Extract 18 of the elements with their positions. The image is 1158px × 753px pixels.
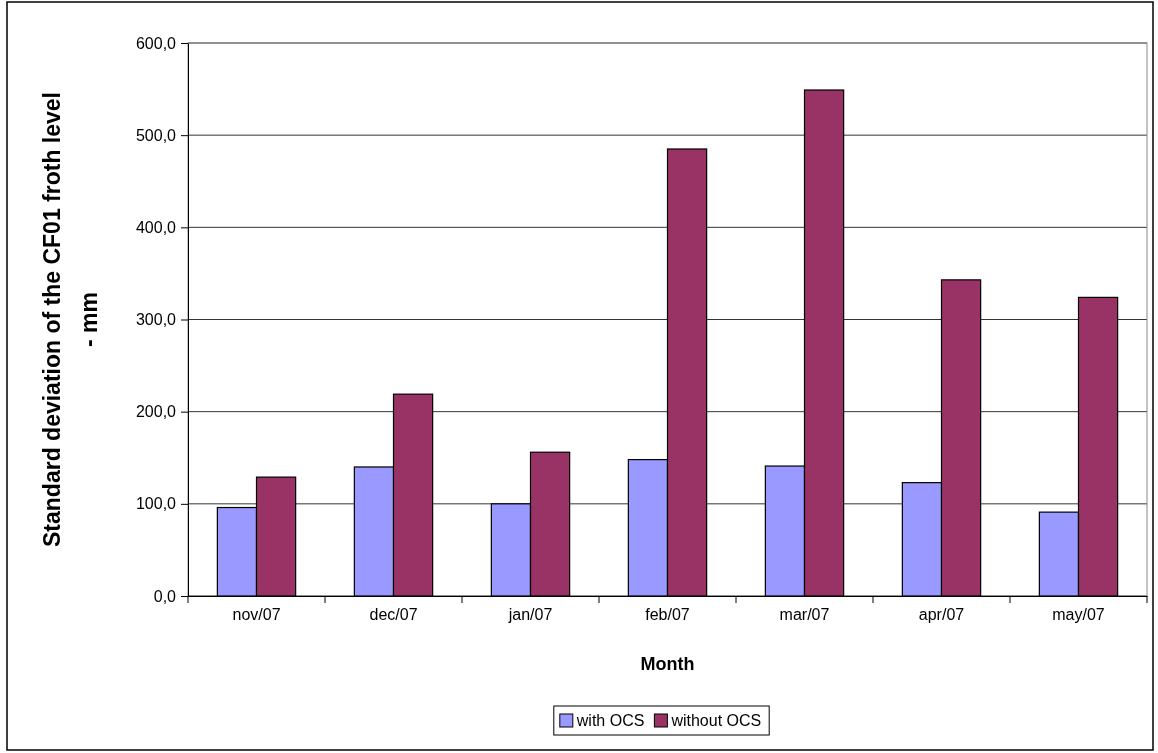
x-tick-label: nov/07 bbox=[232, 605, 281, 623]
y-tick-label: 100,0 bbox=[135, 495, 177, 513]
y-tick-label: 0,0 bbox=[153, 587, 177, 605]
legend-label: with OCS bbox=[575, 712, 645, 729]
x-tick-label: mar/07 bbox=[779, 605, 830, 623]
y-axis-title: Standard deviation of the CF01 froth level - mm bbox=[39, 92, 102, 547]
y-tick-label: 600,0 bbox=[135, 34, 177, 52]
y-tick-label: 200,0 bbox=[135, 403, 177, 421]
x-tick-label: may/07 bbox=[1052, 605, 1105, 623]
y-tick-label: 500,0 bbox=[135, 126, 177, 144]
x-tick-label: jan/07 bbox=[507, 605, 553, 623]
y-tick-label: 400,0 bbox=[135, 218, 177, 236]
x-tick-label: dec/07 bbox=[369, 605, 418, 623]
x-axis-title: Month bbox=[640, 654, 695, 674]
legend-label: without OCS bbox=[670, 712, 762, 729]
y-tick-label: 300,0 bbox=[135, 311, 177, 329]
x-tick-label: feb/07 bbox=[645, 605, 690, 623]
x-tick-label: apr/07 bbox=[918, 605, 965, 623]
